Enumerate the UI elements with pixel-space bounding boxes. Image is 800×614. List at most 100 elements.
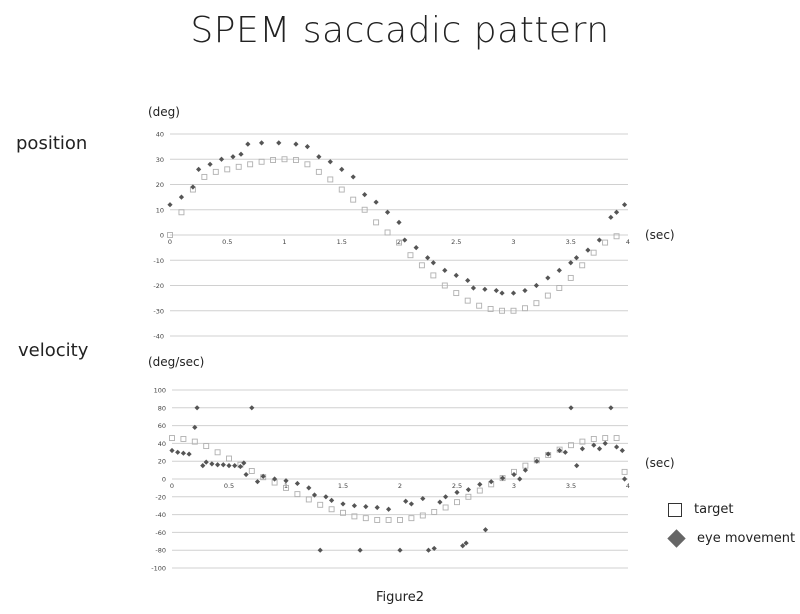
velocity-target-point	[351, 513, 358, 520]
velocity-target-point	[169, 435, 175, 442]
position-xtick-label: 2	[397, 238, 401, 246]
legend-target-label: target	[694, 502, 734, 517]
position-xtick-label: 1.5	[337, 238, 347, 246]
velocity-eye-point	[220, 462, 226, 468]
velocity-target-point	[442, 504, 449, 511]
position-target-point	[373, 219, 380, 226]
velocity-eye-point	[175, 449, 181, 455]
position-eye-point	[276, 140, 282, 146]
velocity-eye-point	[568, 405, 574, 411]
velocity-xtick-label: 1	[284, 482, 288, 490]
position-target-point	[544, 292, 551, 299]
velocity-eye-point	[534, 458, 540, 464]
velocity-eye-point	[386, 506, 392, 512]
position-target-point	[487, 306, 494, 312]
velocity-target-point	[465, 493, 472, 500]
position-target-point	[499, 307, 505, 314]
position-eye-point	[585, 247, 591, 253]
position-xtick-label: 2.5	[451, 238, 461, 246]
velocity-ytick-label: 100	[154, 387, 166, 395]
legend-eye-label: eye movement	[697, 531, 796, 546]
position-target-point	[293, 157, 299, 163]
chart-title: SPEM saccadic pattern	[190, 10, 610, 51]
velocity-target-point	[248, 468, 255, 474]
position-ytick-label: -30	[153, 307, 164, 315]
position-eye-point	[167, 202, 173, 208]
velocity-ytick-label: -60	[155, 529, 166, 537]
velocity-target-point	[180, 436, 187, 442]
position-eye-point	[350, 174, 356, 180]
position-panel-label: position	[16, 133, 88, 154]
velocity-target-point	[328, 506, 335, 513]
velocity-ytick-label: -100	[151, 565, 166, 573]
velocity-eye-point	[272, 476, 278, 482]
velocity-xtick-label: 2	[398, 482, 402, 490]
velocity-target-point	[283, 484, 289, 491]
position-eye-point	[613, 209, 620, 215]
velocity-eye-point	[232, 463, 238, 469]
velocity-target-point	[613, 435, 620, 442]
velocity-eye-point	[425, 547, 432, 553]
velocity-target-point	[317, 501, 324, 508]
velocity-eye-point	[243, 471, 249, 478]
velocity-ytick-label: -40	[155, 511, 166, 519]
velocity-xtick-label: 0	[170, 482, 174, 490]
velocity-ytick-label: 80	[158, 404, 166, 412]
position-eye-point	[396, 219, 402, 225]
position-target-point	[258, 158, 265, 165]
position-xtick-label: 0.5	[222, 238, 232, 246]
position-ytick-label: -10	[153, 257, 164, 265]
velocity-eye-point	[463, 540, 469, 546]
velocity-target-point	[397, 516, 403, 523]
position-ytick-label: 0	[160, 232, 164, 240]
legend-target: target	[668, 502, 734, 517]
velocity-target-point	[568, 442, 574, 449]
velocity-eye-point	[209, 461, 215, 467]
velocity-eye-point	[374, 504, 380, 511]
position-eye-point	[493, 287, 499, 294]
velocity-eye-point	[517, 476, 523, 482]
position-eye-point	[230, 154, 236, 160]
position-eye-point	[384, 209, 391, 215]
velocity-eye-point	[443, 494, 449, 500]
velocity-xtick-label: 0.5	[224, 482, 234, 490]
position-eye-point	[316, 154, 322, 160]
velocity-target-point	[294, 491, 301, 498]
velocity-eye-point	[311, 492, 318, 498]
velocity-eye-point	[574, 463, 580, 469]
filled-diamond-marker-icon	[667, 529, 686, 548]
velocity-eye-point	[454, 489, 460, 495]
position-eye-point	[430, 260, 436, 266]
position-eye-point	[596, 237, 602, 243]
position-eye-point	[568, 260, 574, 266]
position-eye-point	[465, 277, 471, 284]
velocity-eye-point	[317, 547, 323, 553]
velocity-target-point	[214, 449, 221, 456]
position-xtick-label: 3.5	[566, 238, 576, 246]
position-target-point	[464, 297, 471, 304]
velocity-eye-point	[200, 463, 206, 469]
position-eye-point	[533, 282, 539, 289]
position-eye-point	[339, 166, 345, 172]
velocity-target-point	[385, 516, 392, 523]
position-target-point	[350, 196, 357, 203]
velocity-target-point	[408, 515, 415, 522]
position-target-point	[338, 186, 345, 193]
velocity-eye-point	[482, 527, 489, 533]
velocity-ytick-label: 60	[158, 422, 166, 430]
velocity-eye-point	[465, 487, 471, 493]
position-target-point	[407, 252, 414, 259]
position-target-point	[613, 233, 620, 240]
position-eye-point	[413, 245, 419, 251]
velocity-eye-point	[186, 451, 192, 457]
velocity-eye-point	[180, 450, 186, 456]
position-target-point	[281, 156, 288, 163]
velocity-panel-label: velocity	[18, 340, 89, 361]
velocity-eye-point	[596, 446, 603, 452]
velocity-eye-point	[420, 495, 426, 502]
position-target-point	[510, 307, 517, 314]
velocity-ytick-label: -80	[155, 547, 166, 555]
velocity-ytick-label: -20	[155, 493, 166, 501]
velocity-eye-point	[192, 424, 198, 430]
position-eye-point	[470, 285, 477, 291]
